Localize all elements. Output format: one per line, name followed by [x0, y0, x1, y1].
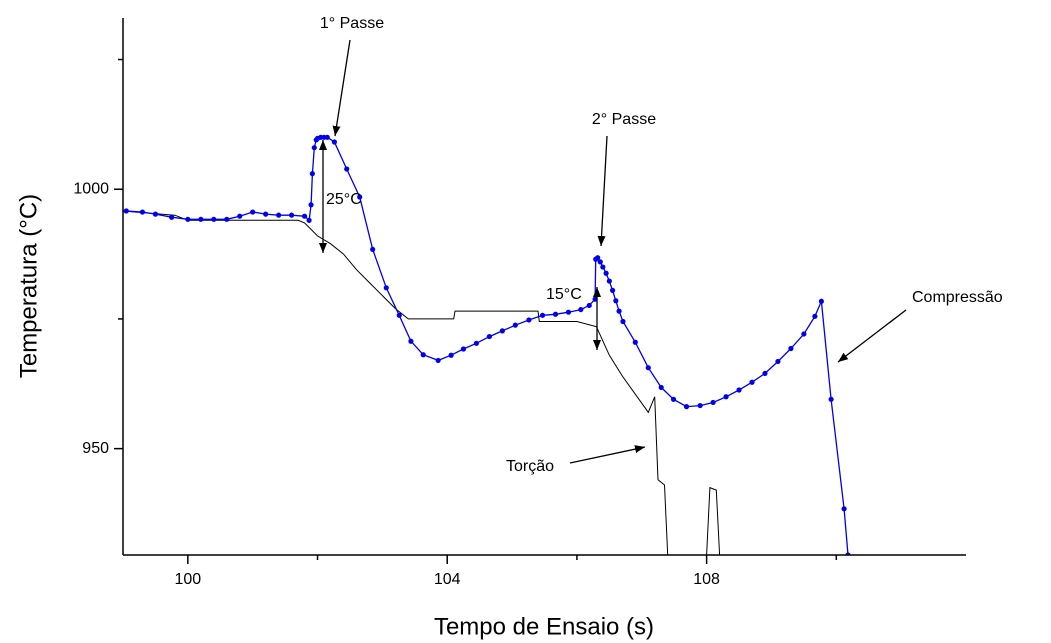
data-point [597, 259, 603, 265]
data-point [263, 211, 269, 217]
data-point [460, 346, 467, 352]
data-point [645, 365, 651, 371]
series-label: Compressão [912, 289, 1003, 306]
data-point [710, 399, 716, 406]
y-tick-label: 1000 [73, 180, 109, 197]
data-point [762, 370, 768, 377]
data-point [600, 264, 606, 270]
data-point [344, 166, 350, 172]
x-tick-label: 104 [434, 571, 461, 588]
annotation: 25°C [326, 191, 362, 208]
annotation: 2° Passe [592, 111, 656, 128]
data-point [723, 394, 729, 400]
data-point [812, 313, 818, 319]
x-tick-label: 100 [174, 571, 201, 588]
annotation-arrow [837, 309, 907, 363]
data-point [486, 333, 492, 340]
data-point [289, 212, 295, 218]
data-point [357, 194, 363, 200]
data-point [499, 328, 505, 334]
annotation-arrow [569, 445, 646, 464]
data-point [620, 318, 626, 325]
data-point [788, 345, 794, 352]
data-point [420, 352, 426, 358]
data-point [152, 211, 159, 217]
data-point [396, 312, 402, 318]
data-point [311, 145, 317, 151]
data-point [565, 309, 572, 315]
data-point [552, 311, 559, 317]
data-point [586, 302, 592, 309]
annotation-arrow [332, 39, 351, 137]
data-point [185, 216, 191, 222]
data-point [818, 298, 824, 304]
data-point [309, 171, 315, 177]
y-tick-label: 950 [82, 440, 109, 457]
data-point [658, 384, 664, 391]
data-point [683, 404, 690, 410]
data-point [301, 213, 308, 219]
x-tick-label: 108 [693, 571, 720, 588]
data-point [435, 357, 441, 364]
series-line [123, 210, 721, 555]
annotation-arrow [597, 135, 608, 247]
data-point [324, 134, 330, 140]
x-axis-title: Tempo de Ensaio (s) [434, 613, 654, 640]
data-point [306, 217, 312, 223]
data-point [828, 396, 834, 402]
data-point [606, 278, 612, 284]
data-point [237, 213, 243, 219]
data-point [632, 339, 638, 345]
data-point [198, 216, 204, 222]
data-point [383, 285, 389, 291]
data-point [603, 270, 609, 276]
data-point [408, 338, 414, 344]
data-point [697, 402, 703, 409]
data-point [123, 208, 129, 214]
data-point [670, 396, 677, 402]
data-point [539, 312, 546, 318]
data-point [775, 358, 781, 365]
data-point [331, 139, 337, 145]
data-point [169, 214, 175, 220]
data-point [276, 212, 282, 218]
data-point [578, 306, 584, 313]
annotation: 15°C [546, 286, 582, 303]
plot-area [123, 134, 851, 555]
data-point [139, 209, 146, 215]
data-point [736, 387, 742, 393]
series-line [126, 136, 849, 555]
data-point [512, 322, 518, 328]
data-point [616, 308, 622, 314]
annotation: 1° Passe [320, 15, 384, 32]
data-point [749, 379, 755, 385]
data-point [224, 216, 230, 222]
data-point [613, 298, 619, 304]
data-point [526, 317, 532, 323]
data-point [609, 287, 616, 293]
data-point [308, 202, 314, 208]
data-point [211, 216, 217, 222]
series-label: Torção [506, 458, 554, 475]
data-point [473, 340, 480, 346]
y-axis-title: Temperatura (°C) [15, 194, 42, 378]
data-point [370, 246, 376, 253]
data-point [595, 255, 601, 261]
data-point [841, 506, 847, 512]
data-point [448, 352, 454, 358]
data-point [250, 209, 256, 215]
data-point [801, 331, 807, 337]
